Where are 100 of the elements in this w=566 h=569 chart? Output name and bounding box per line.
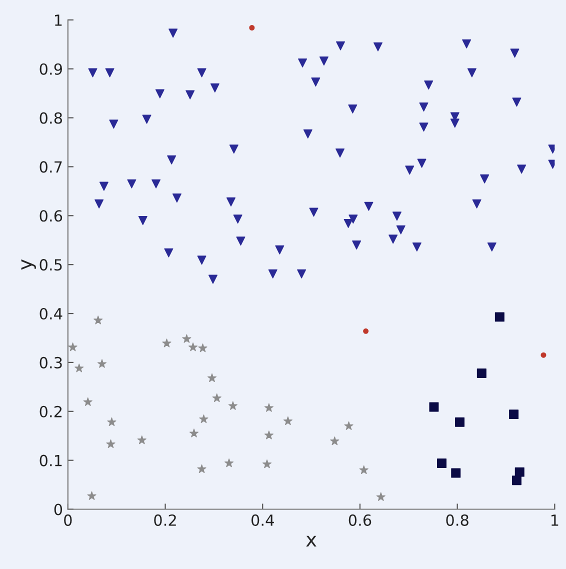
point bbox=[476, 368, 486, 378]
point bbox=[424, 80, 434, 90]
point bbox=[224, 458, 234, 468]
point bbox=[319, 56, 328, 66]
point bbox=[182, 334, 192, 343]
point bbox=[480, 174, 490, 184]
point bbox=[74, 364, 84, 372]
point bbox=[517, 164, 526, 174]
point bbox=[429, 402, 439, 412]
point bbox=[164, 248, 174, 258]
point bbox=[419, 102, 428, 112]
point bbox=[311, 78, 320, 87]
y-tick-label: 0.4 bbox=[40, 308, 62, 320]
point bbox=[233, 214, 242, 224]
point bbox=[512, 98, 522, 107]
point bbox=[437, 458, 446, 468]
point bbox=[68, 342, 78, 352]
point bbox=[330, 436, 340, 446]
point bbox=[262, 459, 272, 468]
point bbox=[94, 316, 103, 324]
point bbox=[88, 68, 98, 78]
y-tick-label: 0.6 bbox=[40, 210, 62, 222]
point bbox=[283, 416, 292, 426]
point bbox=[97, 359, 107, 368]
point bbox=[152, 179, 161, 188]
point bbox=[363, 328, 369, 334]
point bbox=[297, 269, 306, 278]
point bbox=[127, 179, 136, 188]
point bbox=[512, 476, 522, 486]
point bbox=[208, 274, 218, 284]
point bbox=[268, 269, 278, 278]
y-tick-label: 1 bbox=[55, 14, 62, 26]
point bbox=[226, 197, 236, 206]
y-tick-label: 0.9 bbox=[40, 63, 62, 75]
point bbox=[344, 218, 353, 228]
point bbox=[373, 42, 383, 52]
point bbox=[94, 199, 104, 208]
point bbox=[376, 492, 386, 501]
point bbox=[364, 202, 374, 211]
point bbox=[514, 467, 524, 477]
y-tick-label: 0 bbox=[54, 504, 62, 516]
point bbox=[189, 428, 199, 438]
point bbox=[336, 148, 345, 158]
point bbox=[344, 421, 354, 430]
point bbox=[167, 155, 176, 164]
point bbox=[249, 24, 255, 30]
point bbox=[450, 118, 460, 128]
point bbox=[228, 401, 238, 410]
point bbox=[455, 417, 465, 427]
point bbox=[137, 436, 146, 444]
x-axis-title: x bbox=[306, 536, 316, 546]
point bbox=[99, 182, 108, 191]
point bbox=[186, 90, 195, 100]
point bbox=[388, 234, 398, 244]
point bbox=[109, 120, 118, 129]
point bbox=[451, 468, 461, 478]
point bbox=[229, 144, 238, 154]
point bbox=[168, 28, 178, 38]
y-tick-label: 0.7 bbox=[40, 161, 62, 173]
point bbox=[336, 41, 346, 50]
point bbox=[509, 410, 519, 420]
x-tick-label: 0.8 bbox=[446, 514, 468, 526]
point bbox=[419, 122, 428, 132]
point bbox=[212, 393, 222, 402]
point bbox=[510, 48, 520, 58]
point bbox=[207, 373, 217, 382]
point bbox=[392, 212, 402, 221]
point bbox=[197, 464, 206, 474]
point bbox=[155, 89, 164, 98]
point bbox=[494, 312, 504, 322]
x-tick-label: 1 bbox=[552, 514, 558, 526]
point bbox=[275, 245, 284, 254]
point bbox=[162, 338, 172, 348]
point bbox=[359, 465, 368, 474]
point bbox=[467, 68, 476, 78]
point bbox=[83, 397, 92, 406]
x-tick-label: 0.6 bbox=[348, 514, 372, 526]
y-tick-label: 0.3 bbox=[40, 356, 62, 368]
x-tick-label: 0.2 bbox=[154, 514, 176, 526]
point bbox=[487, 242, 496, 252]
point bbox=[198, 344, 208, 352]
point bbox=[472, 199, 482, 208]
point bbox=[210, 83, 220, 92]
point bbox=[264, 403, 274, 412]
y-tick-label: 0.2 bbox=[40, 406, 62, 418]
point bbox=[188, 342, 198, 352]
point bbox=[396, 225, 406, 234]
point bbox=[172, 194, 182, 203]
point bbox=[199, 414, 208, 424]
point bbox=[303, 129, 312, 138]
point bbox=[87, 491, 96, 500]
point bbox=[197, 68, 206, 78]
y-tick-label: 0.8 bbox=[40, 112, 62, 124]
y-tick-label: 0.5 bbox=[40, 259, 62, 271]
point bbox=[142, 114, 152, 124]
point bbox=[138, 216, 148, 226]
point bbox=[417, 158, 426, 168]
y-tick-label: 0.1 bbox=[40, 454, 62, 466]
x-tick-label: 0 bbox=[64, 514, 72, 526]
point bbox=[348, 214, 358, 224]
